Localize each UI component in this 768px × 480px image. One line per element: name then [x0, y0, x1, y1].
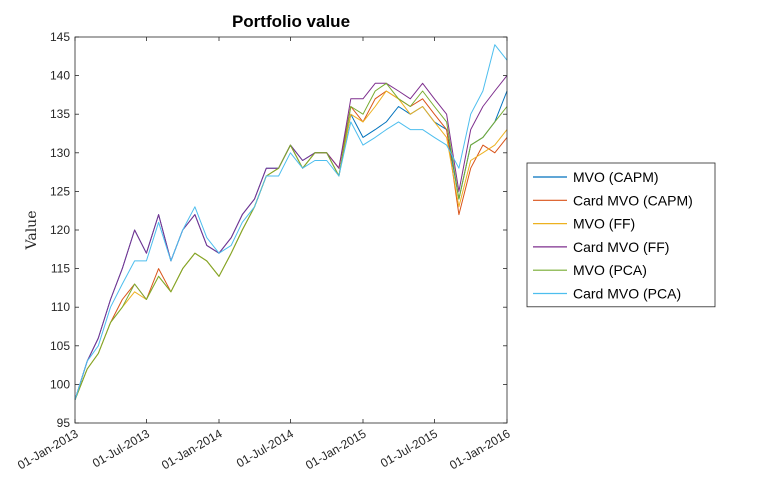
legend-box: [526, 162, 716, 308]
legend-label: Card MVO (PCA): [573, 286, 681, 302]
plot-background: [75, 37, 507, 423]
plot-area: [75, 37, 507, 423]
x-tick-label: 01-Jan-2013: [15, 426, 81, 472]
y-tick-label: 95: [57, 416, 71, 430]
y-tick-label: 120: [50, 223, 70, 237]
legend-label: MVO (FF): [573, 216, 635, 232]
y-tick-label: 100: [50, 377, 70, 391]
y-axis-label: Value: [24, 211, 40, 251]
series-line-5: [74, 44, 508, 400]
y-tick-label: 145: [50, 30, 70, 44]
legend-label: MVO (PCA): [573, 262, 647, 278]
x-tick-label: 01-Jul-2013: [90, 426, 152, 470]
y-tick-label: 105: [50, 339, 70, 353]
x-tick-label: 01-Jul-2015: [378, 426, 440, 470]
legend-label: MVO (CAPM): [573, 169, 659, 185]
x-tick-label: 01-Jan-2016: [447, 426, 513, 472]
y-tick-label: 135: [50, 107, 70, 121]
y-tick-label: 130: [50, 146, 70, 160]
series-line-4: [74, 82, 508, 400]
x-tick-label: 01-Jan-2015: [303, 426, 369, 472]
series-lines: [74, 44, 508, 400]
legend: MVO (CAPM) Card MVO (CAPM) MVO (FF) Card MV…: [526, 162, 716, 308]
x-tick-label: 01-Jan-2014: [159, 426, 225, 472]
chart-title: Portfolio value: [232, 12, 350, 31]
legend-label: Card MVO (CAPM): [573, 192, 693, 208]
legend-label: Card MVO (FF): [573, 239, 669, 255]
y-tick-label: 115: [51, 262, 70, 276]
x-tick-label: 01-Jul-2014: [234, 426, 296, 470]
y-tick-label: 110: [51, 300, 70, 314]
y-tick-label: 140: [50, 69, 70, 83]
y-tick-label: 125: [50, 184, 70, 198]
